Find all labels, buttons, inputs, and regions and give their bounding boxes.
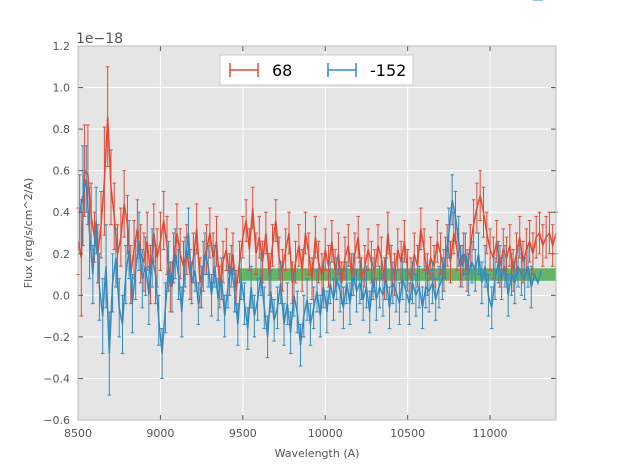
y-tick-label: 0.4 [53,206,71,219]
y-axis-offset-label: 1e−18 [76,31,123,47]
legend: 68 -152 [219,54,414,86]
x-tick-label: 9000 [146,427,174,440]
x-tick-label: 11000 [473,427,508,440]
series-layer [76,0,558,396]
x-tick-label: 9500 [229,427,257,440]
series-1 [77,0,543,396]
y-tick-label: 1.0 [53,82,71,95]
series-line [77,116,557,292]
y-tick-label: −0.6 [43,414,70,427]
plot-background [78,46,556,420]
plot-frame [77,45,557,421]
x-axis-label: Wavelength (A) [275,447,360,460]
x-tick-label: 10000 [308,427,343,440]
y-tick-label: 0.2 [53,248,71,261]
y-tick-label: 1.2 [53,40,71,53]
y-tick-label: 0.6 [53,165,71,178]
x-tick-label: 10500 [390,427,425,440]
x-tick-label: 8500 [64,427,92,440]
y-axis-label: Flux (erg/s/cm^2/A) [22,178,35,288]
y-tick-label: 0.8 [53,123,71,136]
y-tick-label: −0.4 [43,372,70,385]
legend-label: 68 [272,61,292,80]
y-tick-label: −0.2 [43,331,70,344]
legend-label: -152 [370,61,406,80]
axis-ticks: 8500 9000 9500 10000 10500 11000 −0.6 −0.4 −0.2 0… [43,40,557,440]
y-tick-label: 0.0 [53,289,71,302]
series-line [78,178,542,354]
